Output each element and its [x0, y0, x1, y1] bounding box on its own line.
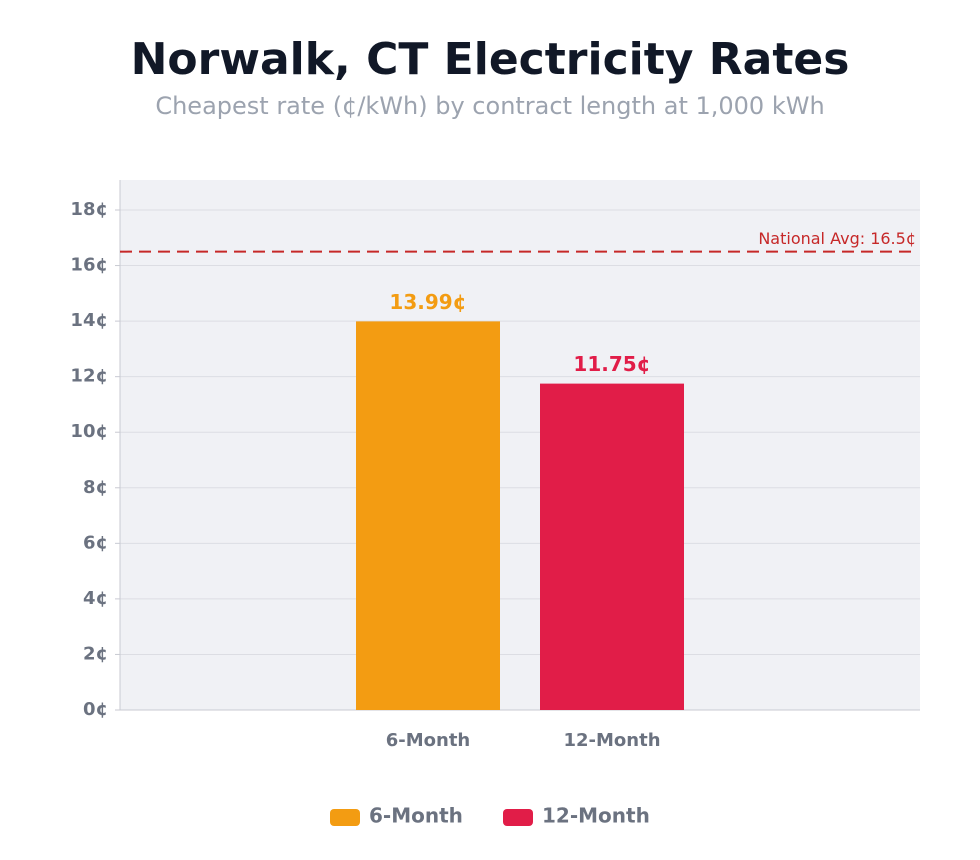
chart-subtitle: Cheapest rate (¢/kWh) by contract length… — [155, 92, 824, 120]
x-tick-label: 6-Month — [386, 730, 471, 751]
y-tick-label: 12¢ — [70, 366, 108, 387]
value-label: 11.75¢ — [573, 352, 650, 376]
y-tick-label: 4¢ — [83, 588, 108, 609]
plot-area — [120, 180, 920, 710]
y-tick-label: 8¢ — [83, 477, 108, 498]
y-tick-label: 16¢ — [70, 255, 108, 276]
reference-label: National Avg: 16.5¢ — [758, 229, 916, 248]
value-label: 13.99¢ — [389, 290, 466, 314]
legend-swatch — [503, 809, 533, 826]
bar — [356, 321, 500, 710]
legend-label: 12-Month — [542, 804, 650, 828]
y-tick-label: 0¢ — [83, 699, 108, 720]
x-tick-label: 12-Month — [563, 730, 660, 751]
bar — [540, 383, 684, 710]
y-tick-label: 18¢ — [70, 199, 108, 220]
y-tick-label: 6¢ — [83, 532, 108, 553]
legend-swatch — [330, 809, 360, 826]
y-tick-label: 14¢ — [70, 310, 108, 331]
y-tick-label: 10¢ — [70, 421, 108, 442]
legend-label: 6-Month — [369, 804, 463, 828]
chart-title: Norwalk, CT Electricity Rates — [131, 34, 850, 85]
y-tick-label: 2¢ — [83, 643, 108, 664]
